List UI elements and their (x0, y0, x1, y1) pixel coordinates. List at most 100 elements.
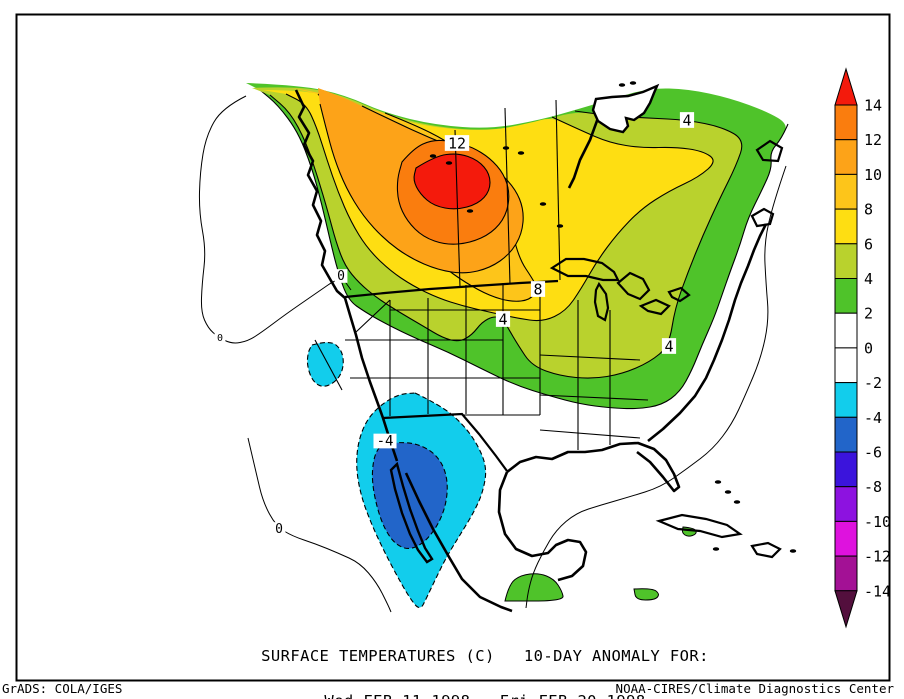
colorbar-tick-label-5: 4 (864, 270, 873, 288)
islet-3 (517, 151, 525, 155)
water-body-8 (755, 139, 784, 163)
colorbar-band-0 (834, 104, 858, 141)
green-patch-1 (681, 526, 697, 537)
islet-5 (556, 224, 564, 228)
colorbar-band-13 (834, 555, 858, 592)
contour-label-box-8 (272, 522, 286, 536)
colorbar-arrow-top (834, 67, 858, 106)
colorbar-tick-label-13: -12 (864, 548, 891, 566)
admin-border-12 (539, 394, 649, 401)
grads-credit: GrADS: COLA/IGES (2, 681, 123, 696)
colorbar-tick-label-0: 14 (864, 97, 882, 115)
hudson-bay (591, 83, 660, 134)
islet-0 (429, 154, 437, 158)
colorbar-tick-label-11: -8 (864, 478, 882, 496)
region-4C-contour (269, 94, 743, 379)
colorbar-band-9 (834, 416, 858, 453)
contour-label-8: 0 (275, 522, 283, 537)
colorbar-tick-label-9: -4 (864, 409, 882, 427)
state-borders (314, 99, 649, 472)
baja-coastline (389, 461, 434, 564)
coastline-0 (294, 89, 399, 462)
colorbar-tick-label-12: -10 (864, 513, 891, 531)
coastline-4 (647, 223, 768, 443)
plot-frame (15, 13, 891, 682)
coastline-5 (567, 117, 600, 189)
colorbar-band-4 (834, 243, 858, 280)
colorbar-tick-label-8: -2 (864, 374, 882, 392)
title-line-2: Wed FEB 11 1998 - Fri FEB 20 1998 (66, 693, 904, 699)
islet-6 (466, 209, 474, 213)
region-14C (413, 153, 491, 210)
colorbar-tick-label-3: 8 (864, 201, 873, 219)
colorbar: 14 12 10 8 6 4 2 0 -2 -4 -6 -8 -10 -12 -14 (834, 67, 891, 629)
contour-label-box-3 (495, 311, 511, 327)
negative-anomaly-regions (306, 341, 487, 609)
contour-label-5: 0 (337, 269, 345, 284)
water-body-4 (667, 286, 691, 303)
colorbar-band-8 (834, 382, 858, 418)
admin-border-18 (355, 299, 391, 333)
contour-label-0: 12 (448, 135, 466, 153)
contour-label-box-4 (661, 338, 677, 354)
water-body-0 (549, 257, 620, 282)
admin-border-15 (504, 107, 511, 285)
water-body-2 (616, 271, 651, 301)
admin-border-16 (555, 99, 561, 281)
coastline-3 (506, 441, 681, 493)
colorbar-tick-label-1: 12 (864, 131, 882, 149)
water-body-1 (593, 281, 610, 322)
colorbar-tick-label-6: 2 (864, 305, 873, 323)
colorbar-band-6 (834, 312, 858, 349)
contour-label-1: 4 (682, 112, 691, 130)
region-6C-contour (285, 93, 714, 322)
islet-4 (539, 202, 547, 206)
contour-label-7: -4 (377, 434, 394, 450)
region-neg2-nevada (306, 341, 344, 387)
region-2C-contour (259, 89, 789, 410)
contour-label-box-6 (214, 332, 226, 344)
water-body-5 (655, 513, 743, 539)
us-canada-border (344, 279, 559, 299)
contour-label-6: 0 (217, 333, 223, 344)
colorbar-tick-label-14: -14 (864, 582, 891, 600)
colorbar-band-3 (834, 208, 858, 245)
colorbar-band-1 (834, 139, 858, 175)
colorbar-band-7 (834, 347, 858, 384)
water-body-3 (638, 298, 671, 316)
coastlines (294, 81, 797, 613)
green-patch-2 (633, 588, 659, 601)
title-line-1: SURFACE TEMPERATURES (C) 10-DAY ANOMALY … (261, 647, 709, 665)
contour-fill-regions (246, 83, 789, 602)
contour-label-box-7 (373, 433, 397, 449)
colorbar-band-12 (834, 520, 858, 557)
map-title: SURFACE TEMPERATURES (C) 10-DAY ANOMALY … (66, 619, 904, 699)
admin-border-13 (539, 429, 641, 439)
zero-contour-0 (198, 95, 352, 344)
colorbar-arrow-bottom (834, 590, 858, 629)
colorbar-band-10 (834, 451, 858, 488)
islet-11 (714, 480, 722, 484)
zero-contour-lines (198, 95, 787, 613)
admin-border-17 (314, 339, 343, 391)
colorbar-tick-label-10: -6 (864, 444, 882, 462)
colorbar-tick-label-2: 10 (864, 166, 882, 184)
coastline-1 (404, 472, 513, 613)
colorbar-band-2 (834, 173, 858, 210)
islet-8 (629, 81, 637, 85)
colorbar-band-5 (834, 278, 858, 314)
coastline-2 (497, 471, 588, 582)
islet-7 (618, 83, 626, 87)
colorbar-tick-label-4: 6 (864, 235, 873, 253)
contour-label-2: 8 (533, 281, 542, 299)
zero-contour-2 (525, 165, 787, 609)
islet-1 (445, 161, 453, 165)
water-body-6 (750, 541, 782, 559)
contour-label-4: 4 (664, 338, 673, 356)
colorbar-tick-label-7: 0 (864, 339, 873, 357)
contour-label-box-1 (679, 112, 695, 128)
islet-12 (724, 490, 732, 494)
admin-border-14 (454, 129, 461, 288)
